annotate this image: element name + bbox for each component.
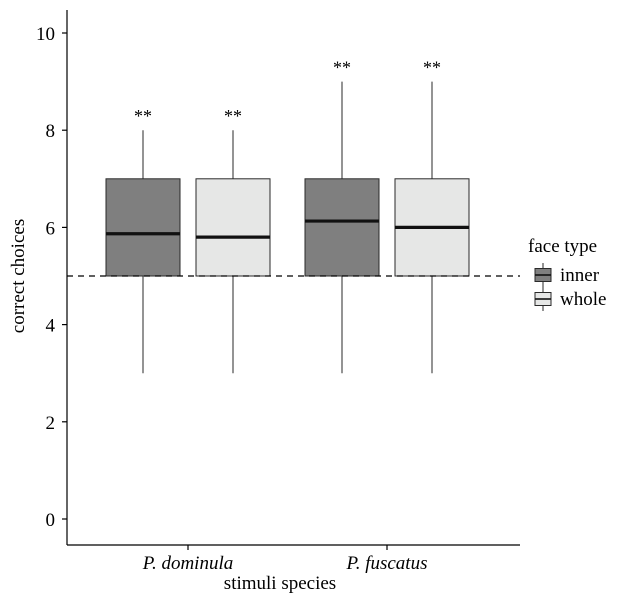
y-tick-label: 0 bbox=[46, 510, 56, 531]
significance-label: ** bbox=[333, 58, 351, 78]
y-axis-title: correct choices bbox=[8, 219, 29, 333]
x-tick-label: P. fuscatus bbox=[346, 553, 428, 574]
axes: 0 2 4 6 8 10 P. dominula P. fuscatus bbox=[36, 10, 520, 574]
significance-label: ** bbox=[224, 106, 242, 126]
significance-label: ** bbox=[423, 58, 441, 78]
x-axis-title: stimuli species bbox=[224, 573, 336, 594]
box-whole bbox=[195, 178, 271, 277]
legend-label: inner bbox=[560, 265, 600, 286]
y-tick-label: 2 bbox=[46, 413, 56, 434]
y-tick-label: 10 bbox=[36, 24, 55, 45]
legend-items: inner whole bbox=[534, 263, 606, 311]
box-inner bbox=[304, 178, 380, 277]
y-tick-label: 4 bbox=[46, 316, 56, 337]
legend-title: face type bbox=[528, 236, 597, 257]
significance-label: ** bbox=[134, 106, 152, 126]
legend: face type inner whole bbox=[528, 236, 606, 311]
box-inner bbox=[105, 178, 181, 277]
legend-label: whole bbox=[560, 289, 606, 310]
x-tick-label: P. dominula bbox=[142, 553, 233, 574]
plot-area: ** ** ** ** bbox=[67, 58, 520, 374]
y-tick-label: 8 bbox=[46, 121, 56, 142]
y-tick-label: 6 bbox=[46, 218, 56, 239]
